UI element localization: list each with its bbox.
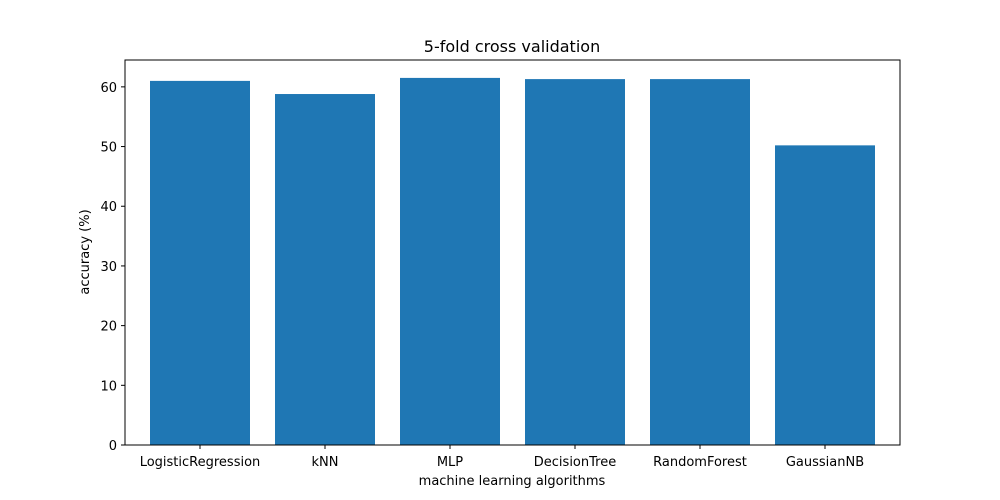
x-tick-label: GaussianNB bbox=[786, 455, 864, 470]
x-tick-label: MLP bbox=[437, 455, 463, 470]
y-tick-label: 0 bbox=[109, 439, 117, 454]
y-tick-label: 30 bbox=[100, 260, 117, 275]
bar-MLP bbox=[400, 77, 500, 445]
bars-group bbox=[150, 77, 875, 446]
x-tick-label: LogisticRegression bbox=[140, 455, 261, 470]
y-tick-label: 10 bbox=[100, 379, 117, 394]
x-tick-label: RandomForest bbox=[653, 455, 747, 470]
x-tick-label: kNN bbox=[312, 455, 339, 470]
bar-RandomForest bbox=[650, 79, 750, 446]
y-tick-label: 40 bbox=[100, 200, 117, 215]
bar-kNN bbox=[275, 94, 375, 445]
y-axis-label: accuracy (%) bbox=[78, 209, 93, 294]
bar-LogisticRegression bbox=[150, 80, 250, 445]
y-axis-ticks: 0 10 20 30 40 50 60 bbox=[100, 81, 125, 454]
y-tick-label: 60 bbox=[100, 81, 117, 96]
x-axis-label: machine learning algorithms bbox=[419, 474, 606, 489]
chart-title: 5-fold cross validation bbox=[424, 37, 600, 56]
x-axis-ticks: LogisticRegression kNN MLP DecisionTree Rand… bbox=[140, 445, 864, 470]
y-tick-label: 50 bbox=[100, 141, 117, 156]
y-tick-label: 20 bbox=[100, 320, 117, 335]
bar-GaussianNB bbox=[775, 145, 875, 446]
plot-frame bbox=[124, 59, 901, 446]
bar-DecisionTree bbox=[525, 79, 625, 446]
x-tick-label: DecisionTree bbox=[534, 455, 616, 470]
